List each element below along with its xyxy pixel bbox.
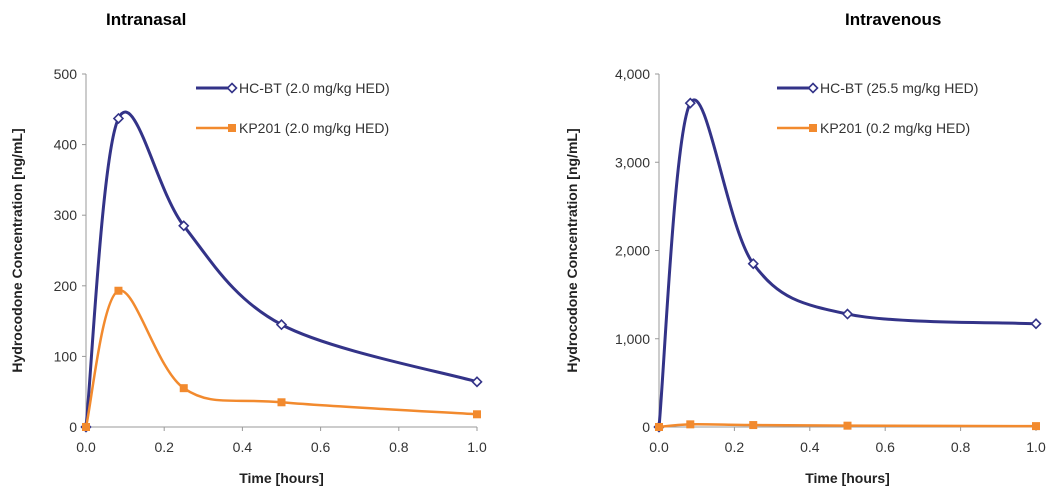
data-point-diamond <box>684 97 696 109</box>
y-tick-label: 3,000 <box>615 154 650 170</box>
x-tick-label: 0.4 <box>233 439 253 455</box>
chart-svg-intravenous: 0 1,000 2,000 3,000 4,000 0.0 0.2 0.4 0.6 0.8 1.0 T… <box>564 66 1046 486</box>
data-point-square <box>473 410 481 419</box>
data-point-diamond <box>841 308 854 320</box>
chart-panel-intravenous: Intravenous 0 1,000 2,000 3,000 4,000 0.0 0.2 0… <box>525 0 1050 491</box>
chart-svg-intranasal: 0 100 200 300 400 500 0.0 0.2 0.4 0.6 0.8 1.0 Time [… <box>9 66 487 486</box>
x-tick-label: 0.6 <box>875 439 895 455</box>
x-axis-label: Time [hours] <box>805 470 890 486</box>
y-tick-label: 2,000 <box>615 243 650 259</box>
x-axis-label: Time [hours] <box>239 470 324 486</box>
data-point-square <box>82 423 90 431</box>
series-line-1 <box>658 423 1037 429</box>
data-point-diamond <box>112 112 125 125</box>
data-point-square <box>655 423 663 431</box>
legend-marker-diamond <box>807 82 819 94</box>
legend-label: KP201 (0.2 mg/kg HED) <box>820 120 970 136</box>
legend-label: HC-BT (2.0 mg/kg HED) <box>239 80 390 96</box>
series-line-1 <box>84 289 478 428</box>
legend-marker-square <box>809 124 817 132</box>
x-tick-label: 0.8 <box>389 439 409 455</box>
y-axis-label: Hydrocodone Concentration [ng/mL] <box>564 128 580 372</box>
data-point-diamond <box>275 318 288 331</box>
x-tick-label: 0.0 <box>649 439 669 455</box>
legend-label: KP201 (2.0 mg/kg HED) <box>239 120 389 136</box>
x-tick-label: 0.6 <box>311 439 331 455</box>
legend-marker-diamond <box>226 82 238 94</box>
y-tick-label: 100 <box>54 348 78 364</box>
legend-marker-square <box>228 124 236 132</box>
data-point-square <box>114 286 123 295</box>
data-point-diamond <box>471 376 483 388</box>
data-point-diamond <box>1030 318 1042 330</box>
y-tick-label: 0 <box>642 419 650 435</box>
y-tick-label: 1,000 <box>615 331 650 347</box>
x-tick-label: 0.4 <box>800 439 820 455</box>
data-point-square <box>277 398 286 407</box>
data-point-square <box>1032 422 1040 431</box>
data-point-diamond <box>178 220 190 232</box>
chart-title: Intranasal <box>106 10 187 29</box>
data-point-square <box>749 421 758 430</box>
chart-title: Intravenous <box>845 10 942 29</box>
data-point-square <box>686 420 695 429</box>
y-tick-label: 500 <box>54 66 78 82</box>
x-tick-label: 1.0 <box>1026 439 1046 455</box>
data-point-square <box>843 421 852 430</box>
chart-panel-intranasal: Intranasal 0 100 200 300 400 500 0.0 0.2 0.4 0.6 0… <box>9 10 487 486</box>
x-tick-label: 0.0 <box>76 439 96 455</box>
y-tick-label: 300 <box>54 207 78 223</box>
legend-label: HC-BT (25.5 mg/kg HED) <box>820 80 978 96</box>
y-tick-label: 0 <box>69 419 77 435</box>
x-tick-label: 0.2 <box>725 439 745 455</box>
y-tick-label: 4,000 <box>615 66 650 82</box>
x-tick-label: 0.2 <box>154 439 174 455</box>
series-line-0 <box>84 110 478 428</box>
data-point-square <box>179 384 188 393</box>
data-point-diamond <box>747 258 759 270</box>
x-tick-label: 1.0 <box>467 439 487 455</box>
y-tick-label: 400 <box>54 137 78 153</box>
x-tick-label: 0.8 <box>951 439 971 455</box>
y-tick-label: 200 <box>54 278 78 294</box>
series-line-0 <box>657 98 1037 428</box>
y-axis-label: Hydrocodone Concentration [ng/mL] <box>9 128 25 372</box>
